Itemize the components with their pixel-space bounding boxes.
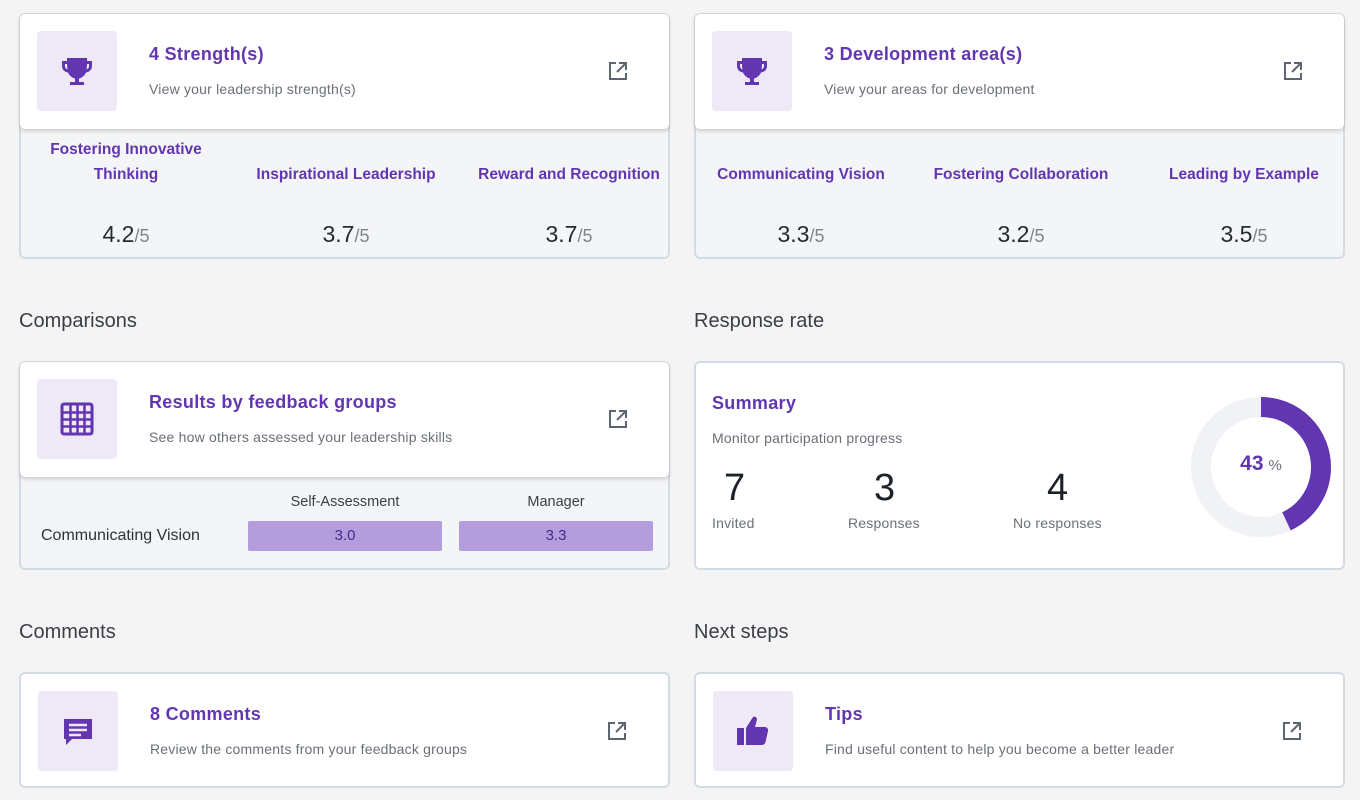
donut-percent: 43% — [1190, 452, 1332, 476]
percent-value: 43 — [1240, 452, 1264, 475]
score-max: /5 — [134, 226, 150, 246]
donut-progress-arc — [1191, 397, 1331, 537]
strength-label: Fostering Innovative Thinking — [50, 141, 202, 183]
response-rate-card: Summary Monitor participation progress 7… — [694, 361, 1345, 570]
strength-label: Reward and Recognition — [478, 166, 660, 183]
thumbs-up-icon — [737, 716, 769, 745]
external-link-icon[interactable] — [1281, 720, 1303, 742]
development-score: 3.5/5 — [1139, 221, 1349, 248]
section-title-comments: Comments — [19, 621, 116, 643]
no-responses-label: No responses — [1013, 515, 1102, 531]
tips-title[interactable]: Tips — [825, 704, 863, 724]
tips-subtitle: Find useful content to help you become a… — [825, 741, 1175, 757]
percent-unit: % — [1268, 457, 1282, 474]
development-card: 3 Development area(s) View your areas fo… — [694, 13, 1345, 259]
external-link-icon[interactable] — [606, 720, 628, 742]
external-link-icon[interactable] — [1282, 60, 1304, 82]
score-value: 3.2 — [997, 221, 1030, 247]
development-score: 3.3/5 — [696, 221, 906, 248]
score-max: /5 — [809, 226, 825, 246]
strengths-card: 4 Strength(s) View your leadership stren… — [19, 13, 670, 259]
comments-icon-box — [38, 691, 118, 771]
development-item: Communicating Vision 3.3/5 — [696, 135, 906, 251]
development-label: Fostering Collaboration — [933, 166, 1109, 183]
comments-subtitle: Review the comments from your feedback g… — [150, 741, 468, 757]
comparisons-card: Results by feedback groups See how other… — [19, 361, 670, 570]
grid-icon — [60, 402, 94, 436]
score-value: 3.5 — [1220, 221, 1253, 247]
development-title[interactable]: 3 Development area(s) — [824, 44, 1023, 64]
comparisons-header[interactable]: Results by feedback groups See how other… — [20, 362, 669, 477]
summary-subtitle: Monitor participation progress — [712, 430, 903, 446]
score-value: 3.7 — [545, 221, 578, 247]
development-score: 3.2/5 — [916, 221, 1126, 248]
self-assessment-score[interactable]: 3.0 — [248, 521, 442, 551]
development-item: Fostering Collaboration 3.2/5 — [916, 135, 1126, 251]
row-label: Communicating Vision — [41, 527, 200, 544]
strength-item: Inspirational Leadership 3.7/5 — [241, 135, 451, 251]
column-header-self-assessment: Self-Assessment — [290, 494, 400, 510]
comparisons-title[interactable]: Results by feedback groups — [149, 392, 397, 412]
score-value: 3.3 — [777, 221, 810, 247]
comments-card[interactable]: 8 Comments Review the comments from your… — [19, 672, 670, 788]
responses-count: 3 — [874, 467, 896, 509]
section-title-response-rate: Response rate — [694, 310, 825, 332]
column-header-manager: Manager — [527, 494, 585, 510]
response-donut-chart: 43% — [1190, 396, 1332, 538]
manager-score[interactable]: 3.3 — [459, 521, 653, 551]
donut-svg — [1191, 397, 1331, 537]
external-link-icon[interactable] — [607, 408, 629, 430]
score-max: /5 — [354, 226, 370, 246]
score-value: 4.2 — [102, 221, 135, 247]
score-max: /5 — [1029, 226, 1045, 246]
strengths-subtitle: View your leadership strength(s) — [149, 81, 356, 97]
section-title-next-steps: Next steps — [694, 621, 789, 643]
development-subtitle: View your areas for development — [824, 81, 1035, 97]
trophy-icon — [737, 58, 767, 85]
development-label: Leading by Example — [1169, 166, 1319, 183]
comparisons-subtitle: See how others assessed your leadership … — [149, 429, 453, 445]
development-label: Communicating Vision — [717, 166, 885, 183]
development-icon-box — [712, 31, 792, 111]
section-title-comparisons: Comparisons — [19, 310, 137, 332]
responses-label: Responses — [848, 515, 920, 531]
comments-title[interactable]: 8 Comments — [150, 704, 262, 724]
score-value: 3.7 — [322, 221, 355, 247]
comparisons-icon-box — [37, 379, 117, 459]
summary-title: Summary — [712, 393, 797, 413]
invited-count: 7 — [724, 467, 746, 509]
strength-score: 3.7/5 — [464, 221, 674, 248]
external-link-icon[interactable] — [607, 60, 629, 82]
trophy-icon — [62, 58, 92, 85]
next-steps-card[interactable]: Tips Find useful content to help you bec… — [694, 672, 1345, 788]
development-item: Leading by Example 3.5/5 — [1139, 135, 1349, 251]
score-max: /5 — [577, 226, 593, 246]
strength-item: Reward and Recognition 3.7/5 — [464, 135, 674, 251]
strengths-header[interactable]: 4 Strength(s) View your leadership stren… — [20, 14, 669, 129]
invited-label: Invited — [712, 515, 755, 531]
strengths-title[interactable]: 4 Strength(s) — [149, 44, 264, 64]
tips-icon-box — [713, 691, 793, 771]
development-header[interactable]: 3 Development area(s) View your areas fo… — [695, 14, 1344, 129]
strength-item: Fostering Innovative Thinking 4.2/5 — [21, 135, 231, 251]
strength-score: 4.2/5 — [21, 221, 231, 248]
strength-label: Inspirational Leadership — [256, 166, 436, 183]
score-max: /5 — [1252, 226, 1268, 246]
no-responses-count: 4 — [1047, 467, 1069, 509]
comment-icon — [64, 719, 92, 745]
strength-score: 3.7/5 — [241, 221, 451, 248]
strengths-icon-box — [37, 31, 117, 111]
